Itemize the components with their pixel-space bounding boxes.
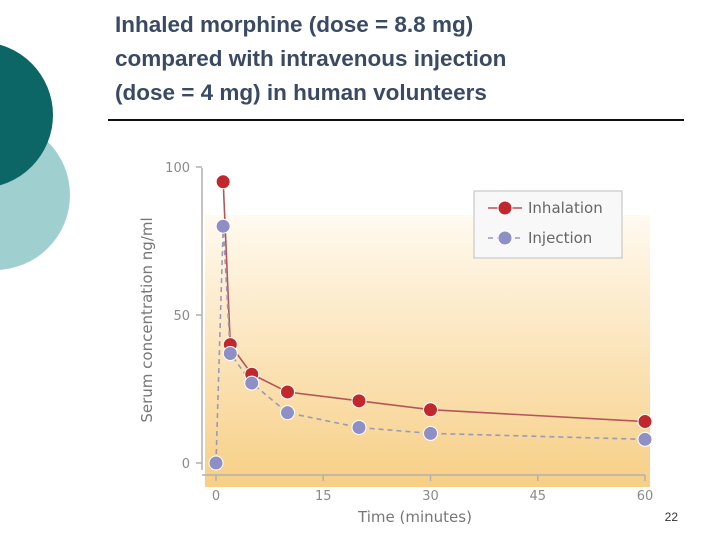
injection-legend-marker: [497, 230, 513, 246]
inhalation-data-point: [351, 393, 367, 409]
x-axis-title: Time (minutes): [357, 508, 472, 526]
y-tick-label: 50: [173, 309, 190, 324]
x-tick-label: 0: [212, 489, 220, 504]
dark-circle-decoration: [0, 44, 53, 186]
inhalation-legend-label: Inhalation: [528, 199, 603, 217]
y-tick-label: 0: [182, 457, 190, 472]
x-tick-label: 15: [315, 489, 332, 504]
injection-data-point: [215, 218, 231, 234]
title-divider: [108, 119, 684, 121]
inhalation-legend-marker: [497, 200, 513, 216]
inhalation-data-point: [423, 402, 438, 418]
injection-data-point: [351, 419, 367, 435]
injection-data-point: [280, 405, 295, 421]
slide-title: Inhaled morphine (dose = 8.8 mg) compare…: [115, 12, 507, 105]
injection-data-point: [244, 375, 260, 391]
inhalation-data-point: [215, 174, 231, 190]
y-tick-label: 100: [165, 161, 190, 176]
x-tick-label: 30: [422, 489, 439, 504]
injection-legend-label: Injection: [528, 229, 592, 247]
inhalation-data-point: [637, 414, 653, 430]
injection-data-point: [222, 345, 238, 361]
plot-background: [205, 215, 650, 487]
injection-data-point: [208, 455, 224, 471]
inhalation-data-point: [280, 384, 295, 400]
injection-data-point: [637, 431, 653, 447]
legend-box: [473, 190, 623, 259]
x-tick-label: 45: [529, 489, 546, 504]
page-number: 22: [664, 510, 678, 524]
injection-series-line: [215, 226, 646, 464]
y-axis-title: Serum concentration ng/ml: [138, 217, 156, 422]
injection-data-point: [423, 425, 438, 441]
x-tick-label: 60: [637, 489, 654, 504]
corner-decoration: [0, 44, 70, 270]
